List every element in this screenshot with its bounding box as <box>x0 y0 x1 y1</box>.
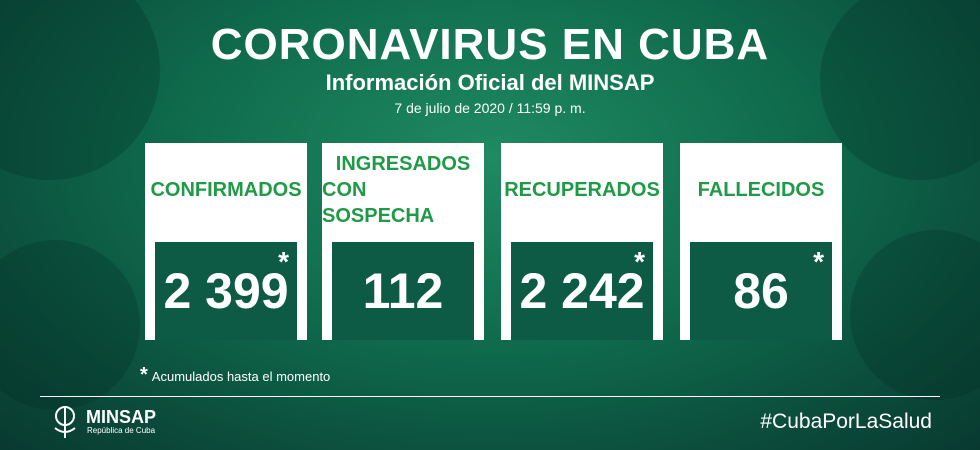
stat-label: INGRESADOS CON SOSPECHA <box>322 143 484 237</box>
background-virus <box>850 230 980 400</box>
subtitle: Información Oficial del MINSAP <box>325 70 655 95</box>
logo-text: MINSAP <box>86 407 157 427</box>
title: CORONAVIRUS EN CUBA <box>210 20 770 69</box>
stat-card: CONFIRMADOS 2 399 * <box>145 143 307 340</box>
footnote: * Acumulados hasta el momento <box>140 364 330 387</box>
background-virus <box>0 240 140 410</box>
date: 7 de julio de 2020 / 11:59 p. m. <box>394 100 586 116</box>
logo-subtext: República de Cuba <box>87 426 156 435</box>
stat-value-box: 2 399 * <box>153 240 299 340</box>
stat-label-line: FALLECIDOS <box>697 179 825 201</box>
stat-mark: * <box>278 246 289 277</box>
stat-card: FALLECIDOS 86 * <box>680 143 842 340</box>
stat-value: 2 242 <box>519 263 645 319</box>
stat-value-box: 86 * <box>688 240 834 340</box>
stat-mark: * <box>634 246 645 277</box>
stat-label-line: INGRESADOS <box>335 153 471 175</box>
stat-label: FALLECIDOS <box>680 143 842 237</box>
stat-value: 86 <box>733 263 789 319</box>
stat-value-box: 2 242 * <box>509 240 655 340</box>
stat-label: CONFIRMADOS <box>145 143 307 237</box>
footnote-text: Acumulados hasta el momento <box>151 369 331 384</box>
stat-label-line: CON SOSPECHA <box>322 179 435 227</box>
footnote-mark: * <box>140 364 148 386</box>
logo-icon <box>54 406 76 438</box>
stat-label: RECUPERADOS <box>501 143 663 237</box>
stat-card: RECUPERADOS 2 242 * <box>501 143 663 340</box>
stat-value-box: 112 <box>330 240 476 340</box>
stat-mark: * <box>813 246 824 277</box>
stat-label-line: RECUPERADOS <box>504 179 660 201</box>
divider <box>40 396 940 397</box>
stat-label-line: CONFIRMADOS <box>150 179 302 201</box>
stat-value: 112 <box>362 263 444 319</box>
stat-card: INGRESADOS CON SOSPECHA 112 <box>322 143 484 340</box>
stat-value: 2 399 <box>163 263 289 319</box>
hashtag: #CubaPorLaSalud <box>760 410 932 433</box>
